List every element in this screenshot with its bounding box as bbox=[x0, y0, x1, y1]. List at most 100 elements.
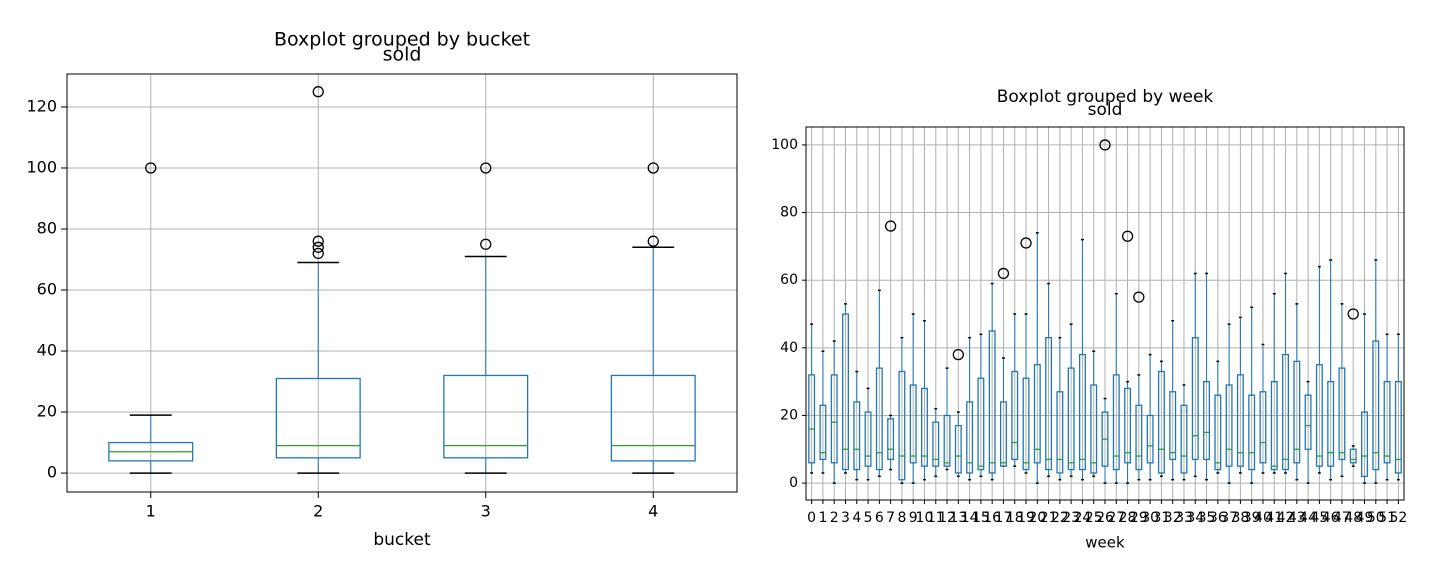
x-tick-label: 1 bbox=[818, 510, 827, 526]
box bbox=[988, 330, 996, 474]
box bbox=[1394, 380, 1402, 474]
x-tick-label: 11 bbox=[927, 510, 945, 526]
y-tick-label: 0 bbox=[47, 463, 57, 482]
box bbox=[887, 418, 895, 461]
x-tick-label: 34 bbox=[1186, 510, 1204, 526]
y-tick-label: 0 bbox=[789, 475, 798, 491]
y-tick-label: 80 bbox=[780, 205, 798, 221]
x-tick-label: 3 bbox=[841, 510, 850, 526]
x-axis-label: bucket bbox=[373, 530, 431, 550]
plot-frame bbox=[805, 126, 1405, 501]
x-tick-label: 36 bbox=[1209, 510, 1227, 526]
flier bbox=[145, 162, 157, 174]
y-tick-label: 40 bbox=[37, 341, 57, 360]
x-tick-label: 2 bbox=[313, 502, 323, 521]
box bbox=[921, 387, 928, 467]
box bbox=[1327, 380, 1335, 467]
flier bbox=[884, 220, 897, 232]
box bbox=[819, 404, 827, 461]
x-tick-label: 15 bbox=[972, 510, 990, 526]
box bbox=[932, 421, 940, 467]
flier bbox=[1099, 139, 1111, 151]
x-tick-label: 28 bbox=[1119, 510, 1137, 526]
box bbox=[1383, 380, 1391, 464]
box bbox=[842, 313, 849, 471]
flier bbox=[1121, 230, 1134, 242]
x-tick-label: 41 bbox=[1265, 510, 1283, 526]
box bbox=[864, 411, 872, 467]
x-tick-label: 30 bbox=[1141, 510, 1159, 526]
box bbox=[1225, 384, 1233, 467]
box bbox=[1349, 448, 1357, 464]
x-tick-label: 2 bbox=[830, 510, 839, 526]
y-tick-label: 60 bbox=[780, 272, 798, 288]
x-tick-label: 33 bbox=[1175, 510, 1193, 526]
chart-title: Boxplot grouped by bucket bbox=[274, 29, 530, 51]
y-tick-label: 80 bbox=[37, 218, 57, 237]
x-tick-label: 39 bbox=[1243, 510, 1261, 526]
x-tick-label: 7 bbox=[886, 510, 895, 526]
box bbox=[977, 377, 985, 471]
x-tick-label: 5 bbox=[864, 510, 873, 526]
flier bbox=[312, 241, 324, 253]
flier bbox=[480, 238, 492, 250]
x-tick-label: 46 bbox=[1322, 510, 1340, 526]
box bbox=[999, 401, 1007, 467]
x-tick-label: 45 bbox=[1310, 510, 1328, 526]
chart-title: Boxplot grouped by week bbox=[997, 87, 1214, 107]
box bbox=[1078, 353, 1086, 471]
box bbox=[1304, 394, 1312, 450]
x-tick-label: 9 bbox=[909, 510, 918, 526]
box bbox=[1191, 337, 1199, 461]
x-tick-label: 1 bbox=[146, 502, 156, 521]
x-tick-label: 8 bbox=[897, 510, 906, 526]
box bbox=[1248, 394, 1256, 471]
x-axis-label: week bbox=[1085, 534, 1125, 552]
box bbox=[1022, 377, 1030, 471]
y-tick-label: 20 bbox=[37, 402, 57, 421]
flier bbox=[312, 235, 324, 247]
x-tick-label: 26 bbox=[1096, 510, 1114, 526]
x-tick-label: 21 bbox=[1040, 510, 1058, 526]
x-tick-label: 0 bbox=[807, 510, 816, 526]
box bbox=[966, 401, 974, 474]
x-tick-label: 23 bbox=[1062, 510, 1080, 526]
box bbox=[1203, 380, 1211, 461]
x-tick-label: 22 bbox=[1051, 510, 1069, 526]
flier bbox=[952, 348, 964, 361]
box bbox=[875, 367, 883, 471]
flier bbox=[1347, 308, 1359, 320]
chart-subtitle: sold bbox=[383, 44, 422, 66]
x-tick-label: 14 bbox=[961, 510, 979, 526]
box bbox=[1157, 370, 1165, 474]
box bbox=[943, 414, 951, 467]
x-tick-label: 24 bbox=[1074, 510, 1092, 526]
x-tick-label: 32 bbox=[1164, 510, 1182, 526]
y-tick-label: 120 bbox=[26, 96, 57, 115]
x-tick-label: 42 bbox=[1277, 510, 1295, 526]
box bbox=[909, 384, 917, 464]
x-tick-label: 44 bbox=[1299, 510, 1317, 526]
x-tick-label: 16 bbox=[983, 510, 1001, 526]
box bbox=[443, 374, 529, 459]
box bbox=[1135, 404, 1143, 471]
y-tick-label: 60 bbox=[37, 280, 57, 299]
box bbox=[610, 374, 696, 462]
box bbox=[1315, 364, 1323, 467]
box bbox=[1090, 384, 1098, 474]
box bbox=[1011, 370, 1019, 461]
x-tick-label: 52 bbox=[1389, 510, 1407, 526]
x-tick-label: 4 bbox=[648, 502, 658, 521]
box bbox=[1045, 337, 1053, 471]
x-tick-label: 20 bbox=[1028, 510, 1046, 526]
x-tick-label: 38 bbox=[1231, 510, 1249, 526]
box bbox=[1146, 414, 1154, 464]
x-tick-label: 4 bbox=[852, 510, 861, 526]
box bbox=[1067, 367, 1075, 471]
x-tick-label: 50 bbox=[1367, 510, 1385, 526]
box bbox=[1112, 374, 1120, 471]
box bbox=[1338, 367, 1346, 461]
box bbox=[1282, 353, 1289, 471]
x-tick-label: 27 bbox=[1107, 510, 1125, 526]
